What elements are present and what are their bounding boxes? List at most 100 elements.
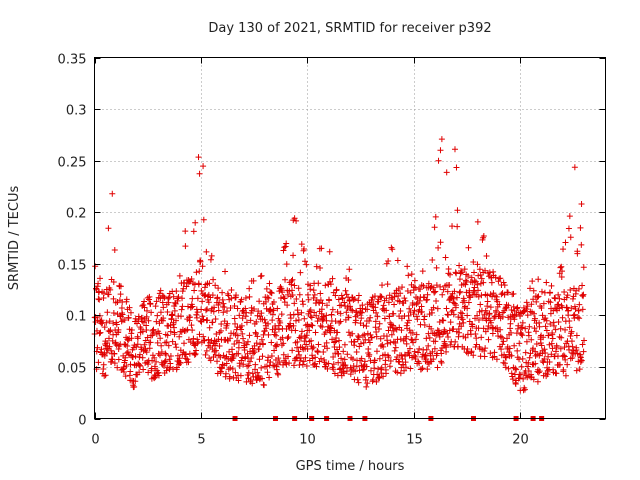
x-axis-title: GPS time / hours [296, 459, 405, 474]
data-point [358, 315, 365, 322]
data-point [235, 350, 242, 357]
data-point [256, 298, 263, 305]
data-point [172, 341, 179, 348]
data-point [564, 361, 571, 368]
data-point [227, 335, 234, 342]
data-point [453, 164, 460, 171]
data-point [292, 327, 299, 334]
data-point [576, 315, 583, 322]
data-point [558, 263, 565, 270]
data-point [545, 353, 552, 360]
data-point [430, 304, 437, 311]
data-point [371, 293, 378, 300]
data-point [390, 338, 397, 345]
data-points [91, 136, 588, 421]
data-point [104, 339, 111, 346]
x-tick-label: 10 [299, 433, 316, 448]
y-tick-label: 0.15 [58, 259, 87, 274]
data-point [109, 190, 116, 197]
data-point [413, 301, 420, 308]
data-point [323, 302, 330, 309]
data-point [409, 299, 416, 306]
data-point [229, 365, 236, 372]
data-point [471, 269, 478, 276]
data-point [298, 328, 305, 335]
data-point [219, 289, 226, 296]
data-point [186, 350, 193, 357]
data-point [290, 322, 297, 329]
data-point [203, 347, 210, 354]
data-point [451, 146, 458, 153]
data-point [567, 234, 574, 241]
data-point [156, 330, 163, 337]
data-point [533, 340, 540, 347]
data-point [303, 362, 310, 369]
data-point [531, 310, 538, 317]
data-point [485, 322, 492, 329]
data-point [552, 326, 559, 333]
y-axis-title: SRMTID / TECUs [7, 186, 22, 291]
data-point [109, 356, 116, 363]
data-point [282, 243, 289, 250]
data-point [184, 326, 191, 333]
data-point [286, 360, 293, 367]
data-point [373, 309, 380, 316]
data-point [426, 311, 433, 318]
data-point [438, 358, 445, 365]
data-point [360, 339, 367, 346]
data-point [220, 300, 227, 307]
data-point [410, 339, 417, 346]
data-point [479, 315, 486, 322]
data-point [181, 340, 188, 347]
data-point [562, 356, 569, 363]
data-point [265, 354, 272, 361]
data-point [200, 163, 207, 170]
data-point [153, 298, 160, 305]
data-point [538, 288, 545, 295]
data-point [385, 299, 392, 306]
data-point [368, 296, 375, 303]
data-point [214, 358, 221, 365]
data-point [296, 291, 303, 298]
data-point [351, 295, 358, 302]
data-point [413, 331, 420, 338]
data-point [232, 369, 239, 376]
data-point [573, 347, 580, 354]
data-point [482, 267, 489, 274]
data-point [132, 353, 139, 360]
data-point [323, 339, 330, 346]
data-point [115, 346, 122, 353]
data-point [395, 285, 402, 292]
data-point [236, 362, 243, 369]
data-point [543, 327, 550, 334]
data-point [314, 318, 321, 325]
data-point [247, 376, 254, 383]
data-point [516, 375, 523, 382]
y-tick-label: 0.1 [66, 310, 87, 325]
data-point [315, 280, 322, 287]
data-point [201, 337, 208, 344]
data-point [429, 257, 436, 264]
y-tick-label: 0.05 [58, 362, 87, 377]
data-point [522, 325, 529, 332]
data-point [579, 282, 586, 289]
data-point [183, 351, 190, 358]
data-point [499, 334, 506, 341]
data-point [260, 340, 267, 347]
data-point [280, 294, 287, 301]
data-point [153, 358, 160, 365]
data-point [194, 309, 201, 316]
data-point [461, 297, 468, 304]
data-point [497, 275, 504, 282]
data-point [367, 367, 374, 374]
data-point [408, 271, 415, 278]
data-point [469, 321, 476, 328]
data-point [537, 339, 544, 346]
data-point [430, 356, 437, 363]
data-point [492, 274, 499, 281]
data-point [564, 292, 571, 299]
data-point [106, 318, 113, 325]
data-point [442, 342, 449, 349]
data-point [97, 329, 104, 336]
data-point [185, 359, 192, 366]
